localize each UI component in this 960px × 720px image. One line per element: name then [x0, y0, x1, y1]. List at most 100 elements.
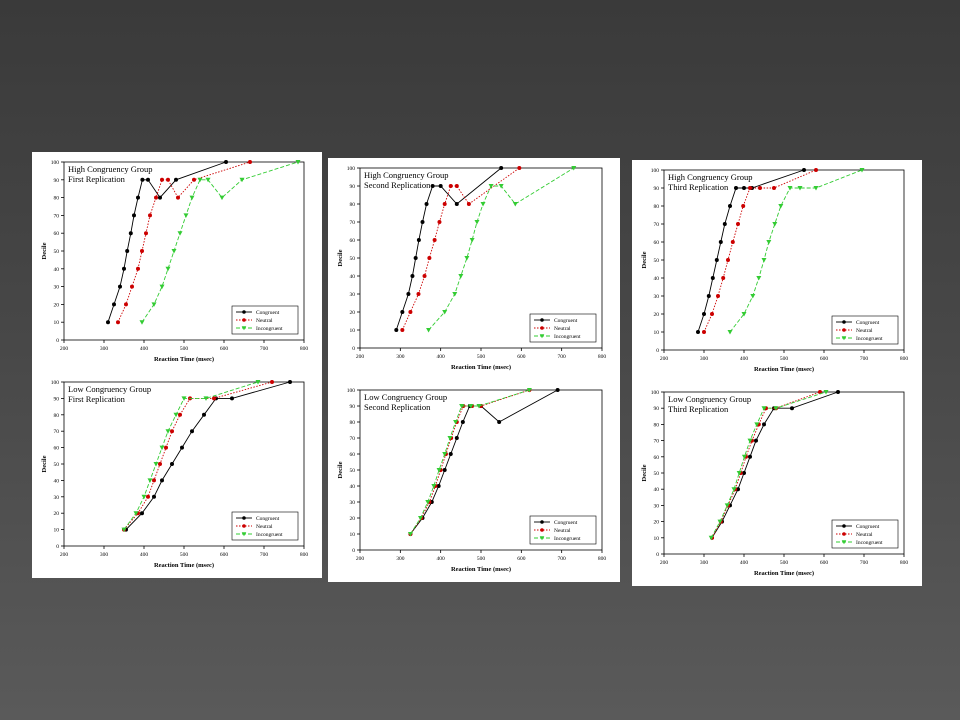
- y-axis-label: Decile: [337, 249, 344, 266]
- legend-label-incongruent: Incongruent: [554, 536, 581, 542]
- point-congruent: [448, 452, 453, 456]
- point-congruent: [696, 330, 700, 334]
- point-neutral: [178, 412, 182, 417]
- x-tick-label: 300: [100, 552, 109, 558]
- point-incongruent: [736, 471, 742, 476]
- series-line-neutral: [401, 167, 520, 331]
- point-congruent: [174, 177, 178, 182]
- y-axis-label: Decile: [41, 455, 48, 472]
- series-line-incongruent: [141, 161, 299, 323]
- point-incongruent: [173, 412, 179, 418]
- chart-title: Low Congruency Group: [364, 392, 447, 402]
- point-congruent: [420, 220, 425, 224]
- series-line-incongruent: [729, 169, 863, 333]
- y-tick-label: 100: [651, 168, 660, 174]
- point-incongruent: [171, 249, 177, 254]
- point-incongruent: [255, 380, 261, 385]
- y-tick-label: 90: [350, 404, 356, 410]
- y-tick-label: 70: [54, 429, 60, 435]
- point-incongruent: [741, 312, 747, 317]
- point-congruent: [416, 238, 421, 242]
- point-neutral: [730, 240, 735, 244]
- point-incongruent: [436, 468, 442, 473]
- x-tick-label: 200: [356, 354, 365, 360]
- point-neutral: [148, 213, 152, 218]
- x-tick-label: 200: [660, 560, 669, 566]
- point-incongruent: [813, 186, 819, 191]
- legend-label-neutral: Neutral: [554, 326, 571, 332]
- chart-low-third: 200 300 400 500 600 700 800 0 10 20 30 40 50 60 70 80 90…: [632, 382, 922, 586]
- point-incongruent: [159, 445, 165, 451]
- legend-label-neutral: Neutral: [856, 532, 873, 538]
- y-tick-label: 40: [54, 478, 60, 484]
- chart-subtitle: First Replication: [68, 174, 126, 184]
- point-incongruent: [165, 266, 171, 272]
- point-incongruent: [165, 429, 171, 434]
- legend-marker-neutral: [242, 524, 246, 528]
- point-congruent: [122, 266, 126, 271]
- y-tick-label: 60: [654, 455, 660, 461]
- legend-label-neutral: Neutral: [554, 528, 571, 534]
- point-neutral: [466, 202, 471, 206]
- x-tick-label: 200: [356, 556, 365, 562]
- chart-subtitle: Third Replication: [668, 182, 729, 192]
- x-tick-label: 800: [900, 356, 909, 362]
- series-line-congruent: [697, 169, 805, 333]
- legend-label-neutral: Neutral: [256, 524, 273, 530]
- chart-low-first: 200 300 400 500 600 700 800 0 10 20 30 40 50 60 70 80 90…: [32, 372, 322, 578]
- legend-marker-incongruent: [841, 336, 847, 341]
- point-neutral: [814, 168, 818, 172]
- legend-marker-incongruent: [241, 532, 247, 537]
- y-tick-label: 70: [350, 436, 356, 442]
- y-tick-label: 60: [654, 240, 660, 246]
- legend-marker-incongruent: [539, 334, 545, 339]
- point-congruent: [728, 204, 732, 208]
- point-incongruent: [219, 195, 225, 201]
- y-tick-label: 30: [654, 503, 660, 509]
- y-tick-label: 50: [350, 256, 356, 262]
- y-tick-label: 90: [54, 178, 60, 184]
- legend-label-incongruent: Incongruent: [554, 334, 581, 340]
- y-tick-label: 0: [56, 544, 59, 550]
- y-tick-label: 100: [51, 380, 60, 386]
- x-axis-label: Reaction Time (msec): [154, 356, 214, 363]
- x-tick-label: 300: [396, 354, 405, 360]
- point-incongruent: [159, 284, 165, 290]
- y-tick-label: 50: [654, 471, 660, 477]
- y-tick-label: 20: [654, 312, 660, 318]
- series-line-neutral: [117, 161, 251, 323]
- y-tick-label: 40: [350, 274, 356, 280]
- point-incongruent: [480, 202, 486, 207]
- point-neutral: [270, 380, 274, 384]
- chart-subtitle: Third Replication: [668, 404, 729, 414]
- point-congruent: [802, 168, 806, 172]
- point-congruent: [742, 186, 746, 190]
- point-congruent: [762, 422, 766, 427]
- legend-marker-incongruent: [841, 540, 847, 545]
- legend-label-congruent: Congruent: [856, 524, 880, 530]
- y-tick-label: 30: [350, 292, 356, 298]
- y-tick-label: 70: [654, 222, 660, 228]
- point-incongruent: [727, 330, 733, 335]
- point-congruent: [170, 462, 174, 466]
- chart-svg: 200 300 400 500 600 700 800 0 10 20 30 40 50 60 70 80 90…: [41, 160, 308, 363]
- series-line-neutral: [703, 169, 817, 333]
- legend-marker-incongruent: [241, 326, 247, 331]
- legend-marker-incongruent: [539, 536, 545, 541]
- chart-high-second: 200 300 400 500 600 700 800 0 10 20 30 40 50 60 70 80 90…: [328, 158, 620, 380]
- point-incongruent: [512, 202, 518, 207]
- point-congruent: [288, 380, 292, 384]
- point-incongruent: [772, 222, 778, 227]
- point-incongruent: [756, 276, 762, 281]
- y-tick-label: 70: [350, 220, 356, 226]
- y-tick-label: 30: [654, 294, 660, 300]
- y-tick-label: 10: [54, 320, 60, 326]
- point-neutral: [164, 445, 168, 450]
- x-tick-label: 600: [220, 346, 229, 352]
- point-neutral: [818, 390, 822, 394]
- x-tick-label: 300: [700, 560, 709, 566]
- point-incongruent: [121, 527, 127, 533]
- point-incongruent: [295, 160, 301, 165]
- legend-label-incongruent: Incongruent: [256, 326, 283, 332]
- legend-marker-congruent: [540, 520, 544, 524]
